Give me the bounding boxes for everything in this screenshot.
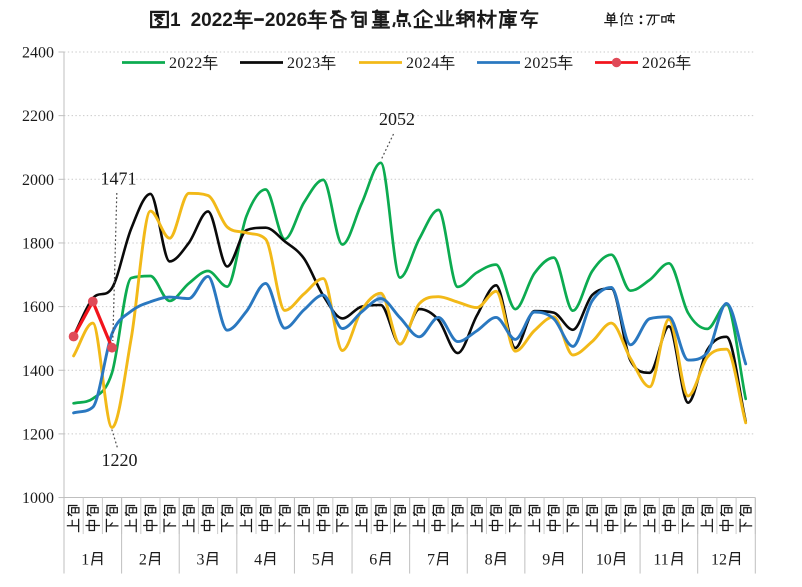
svg-text:3: 3 <box>197 552 205 569</box>
svg-text:2000: 2000 <box>22 172 54 189</box>
svg-text:2: 2 <box>139 552 147 569</box>
svg-text:2052: 2052 <box>379 109 415 129</box>
svg-text:8: 8 <box>485 552 493 569</box>
svg-text:1800: 1800 <box>22 235 54 252</box>
svg-text:5: 5 <box>312 552 320 569</box>
svg-text:2025: 2025 <box>524 55 558 72</box>
svg-text:2022: 2022 <box>191 10 233 31</box>
svg-text:1200: 1200 <box>22 426 54 443</box>
svg-text:1000: 1000 <box>22 490 54 507</box>
svg-text:1220: 1220 <box>102 450 138 470</box>
svg-text:1: 1 <box>170 10 181 31</box>
svg-text:1600: 1600 <box>22 299 54 316</box>
svg-text:2026: 2026 <box>642 55 676 72</box>
svg-text:1: 1 <box>81 552 89 569</box>
svg-text:2022: 2022 <box>169 55 203 72</box>
svg-text:7: 7 <box>427 552 435 569</box>
svg-text:11: 11 <box>653 552 668 569</box>
svg-text:6: 6 <box>369 552 377 569</box>
svg-text:1471: 1471 <box>101 169 137 189</box>
svg-text:10: 10 <box>596 552 612 569</box>
svg-text:4: 4 <box>254 552 262 569</box>
svg-text:12: 12 <box>711 552 727 569</box>
svg-text:2024: 2024 <box>406 55 440 72</box>
svg-text:1400: 1400 <box>22 363 54 380</box>
svg-text:2400: 2400 <box>22 45 54 62</box>
svg-text:2023: 2023 <box>287 55 321 72</box>
svg-text:9: 9 <box>542 552 550 569</box>
svg-text:2200: 2200 <box>22 108 54 125</box>
svg-text:2026: 2026 <box>265 10 307 31</box>
